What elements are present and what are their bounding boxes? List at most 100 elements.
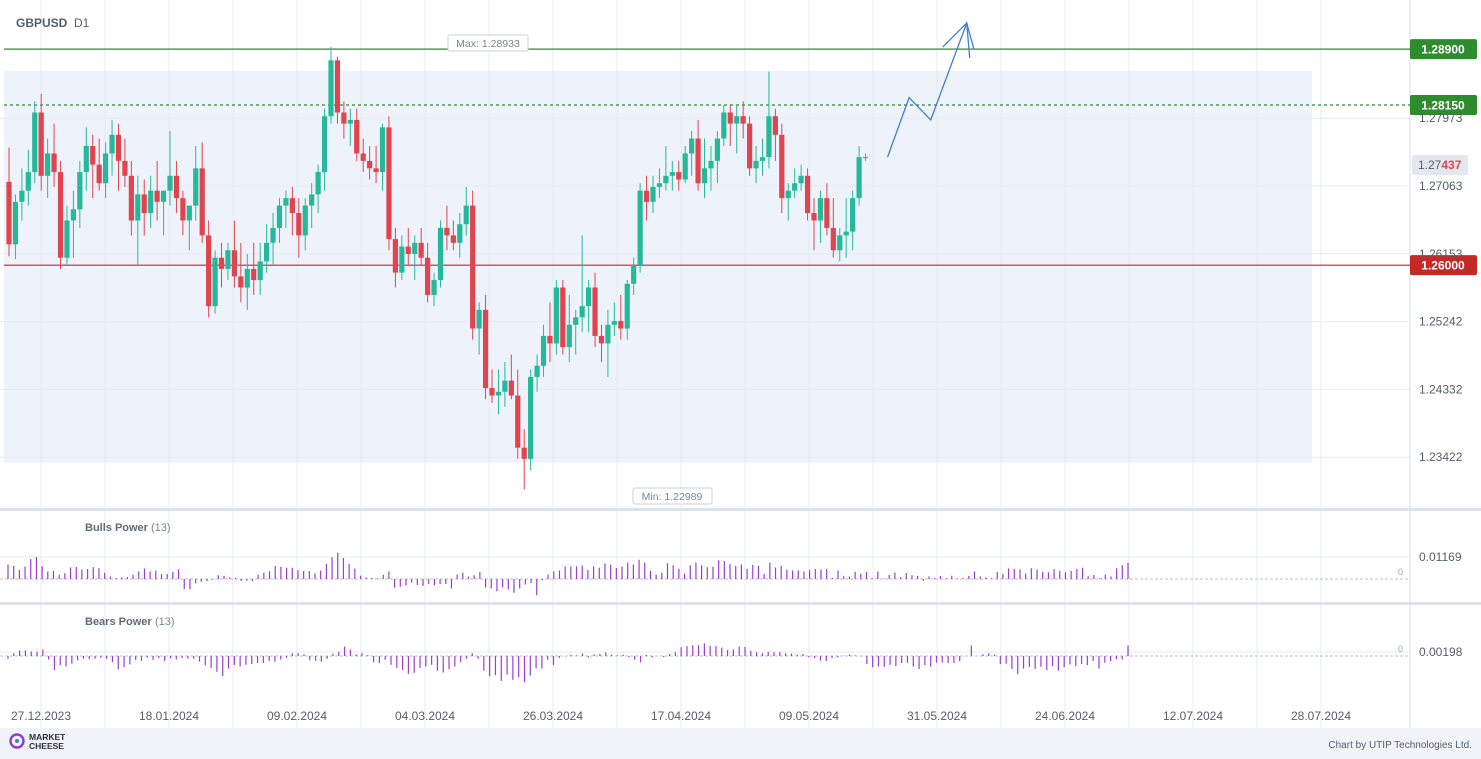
- x-tick-label: 27.12.2023: [11, 709, 71, 723]
- candle-body: [360, 153, 366, 161]
- candle-body: [347, 119, 353, 124]
- candle-body: [392, 239, 398, 273]
- candle-body: [856, 157, 862, 199]
- candle-body: [148, 190, 154, 214]
- min-annotation-text: Min: 1.22989: [642, 491, 703, 503]
- bulls-power-histogram: 0.01169 0: [0, 550, 1462, 596]
- candle-body: [128, 175, 134, 221]
- candle-body: [721, 112, 727, 139]
- candle-body: [714, 138, 720, 161]
- level-label: 1.28150: [1421, 99, 1465, 113]
- candle-body: [160, 190, 167, 202]
- candle-body: [792, 183, 798, 191]
- candle-body: [367, 160, 373, 169]
- candle-body: [521, 447, 527, 459]
- candle-body: [508, 380, 514, 396]
- level-label: 1.28900: [1421, 43, 1465, 57]
- current-price-prefix: 1.27: [1418, 158, 1442, 172]
- chart-credit: Chart by UTIP Technologies Ltd.: [1328, 740, 1472, 751]
- timeframe-label: D1: [74, 16, 90, 30]
- candle-body: [850, 198, 856, 232]
- x-tick-label: 09.05.2024: [779, 709, 839, 723]
- candle-body: [463, 205, 469, 225]
- candle-body: [206, 235, 212, 307]
- candle-body: [598, 335, 605, 344]
- candle-body: [103, 153, 109, 184]
- level-label-box: [1410, 95, 1477, 116]
- market-cheese-logo: MARKET CHEESE: [9, 732, 66, 751]
- candle-body: [624, 283, 630, 329]
- candle-body: [425, 257, 431, 295]
- y-tick-label: 1.25242: [1419, 315, 1463, 329]
- grid: [0, 0, 1411, 728]
- x-tick-label: 28.07.2024: [1291, 709, 1351, 723]
- candle-body: [51, 153, 57, 173]
- candle-body: [727, 112, 733, 124]
- candle-body: [804, 175, 811, 214]
- x-tick-label: 04.03.2024: [395, 709, 455, 723]
- candle-body: [753, 160, 759, 169]
- candle-body: [64, 220, 70, 258]
- candle-body: [489, 388, 495, 396]
- candle-body: [605, 324, 611, 344]
- candle-body: [122, 160, 128, 176]
- candle-body: [695, 138, 701, 184]
- candle-body: [70, 209, 76, 221]
- candle-body: [321, 116, 328, 173]
- level-label-box: [1410, 39, 1477, 60]
- candle-body: [315, 172, 321, 195]
- candle-body: [843, 231, 849, 236]
- candle-body: [540, 335, 547, 366]
- candle-body: [766, 116, 772, 158]
- candle-body: [77, 172, 83, 210]
- candle-body: [798, 175, 804, 184]
- x-tick-label: 17.04.2024: [651, 709, 711, 723]
- candle-body: [328, 60, 334, 117]
- forecast-path: [886, 20, 975, 158]
- x-tick-label: 09.02.2024: [267, 709, 327, 723]
- candle-body: [96, 164, 102, 184]
- indicator-zero-label: 0: [1398, 567, 1403, 577]
- candle-body: [379, 127, 386, 173]
- candle-body: [173, 175, 180, 199]
- candle-body: [656, 183, 663, 187]
- candle-body: [611, 321, 617, 325]
- bears-power-histogram: 0.00198 0: [0, 643, 1463, 683]
- candle-body: [476, 309, 482, 329]
- candle-body: [270, 227, 276, 243]
- candle-body: [592, 287, 598, 336]
- candle-body: [334, 60, 341, 113]
- candle-body: [837, 235, 843, 251]
- candle-body: [25, 172, 31, 191]
- candle-body: [637, 190, 643, 266]
- candle-body: [701, 168, 708, 184]
- candle-body: [586, 287, 592, 307]
- candle-body: [772, 116, 778, 135]
- candle-body: [225, 250, 231, 269]
- candle-body: [186, 205, 192, 221]
- max-annotation: Max: 1.28933: [447, 34, 529, 52]
- level-label-box: [1410, 255, 1477, 276]
- y-tick-label: 1.27973: [1419, 111, 1463, 125]
- y-tick-label: 1.27063: [1419, 179, 1463, 193]
- candle-body: [676, 172, 682, 180]
- candle-body: [296, 213, 302, 236]
- candle-body: [708, 160, 714, 169]
- candle-body: [135, 194, 141, 221]
- candle-body: [734, 116, 740, 124]
- candle-body: [167, 175, 173, 191]
- candle-body: [418, 242, 424, 258]
- candle-body: [470, 205, 476, 329]
- candle-body: [386, 127, 392, 240]
- footer-bar: [0, 728, 1481, 759]
- y-tick-label: 1.26153: [1419, 247, 1463, 261]
- candle-body: [257, 261, 263, 281]
- candle-body: [115, 134, 122, 161]
- candle-body: [663, 175, 669, 184]
- candle-body: [405, 246, 411, 254]
- candle-body: [19, 190, 25, 202]
- current-price-suffix: 437: [1441, 158, 1461, 172]
- candle-body: [218, 257, 225, 269]
- svg-text:1.27437: 1.27437: [1418, 158, 1462, 172]
- forecast-arrowhead: [942, 21, 971, 59]
